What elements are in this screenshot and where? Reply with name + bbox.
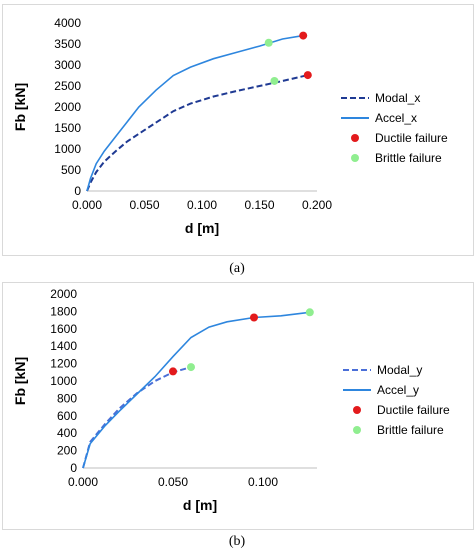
series-line xyxy=(82,366,192,469)
legend-label: Ductile failure xyxy=(375,131,448,145)
chart-b: 0 200 400 600 800 1000 1200 1400 1600 1800 2000 0.0… xyxy=(12,287,450,513)
chart-a: 0 500 1000 1500 2000 2500 3000 3500 4000 0.000 0.0… xyxy=(12,16,448,236)
y-tick-label: 800 xyxy=(57,391,77,405)
y-tick-label: 2000 xyxy=(50,287,77,301)
y-tick-label: 200 xyxy=(57,444,77,458)
y-tick-label: 400 xyxy=(57,426,77,440)
legend-label: Ductile failure xyxy=(377,403,450,417)
y-tick-label: 1000 xyxy=(54,142,81,156)
data-point xyxy=(250,313,258,322)
y-tick-label: 600 xyxy=(57,409,77,423)
y-tick-label: 3000 xyxy=(54,58,81,72)
legend-label: Brittle failure xyxy=(377,423,444,437)
data-point xyxy=(303,71,312,80)
y-tick-label: 1200 xyxy=(50,357,77,371)
y-tick-label: 500 xyxy=(61,163,81,177)
legend-label: Accel_y xyxy=(377,383,419,397)
x-tick-label: 0.000 xyxy=(68,475,98,489)
legend-marker xyxy=(351,154,359,162)
y-tick-label: 1400 xyxy=(50,339,77,353)
data-point xyxy=(305,308,314,317)
chart-panel-b: 0 200 400 600 800 1000 1200 1400 1600 1800 2000 0.0… xyxy=(2,282,474,530)
x-axis-title: d [m] xyxy=(183,497,217,513)
x-tick-label: 0.150 xyxy=(244,198,274,212)
x-tick-label: 0.050 xyxy=(158,475,188,489)
data-point xyxy=(187,363,195,372)
data-point xyxy=(264,38,273,47)
x-tick-label: 0.000 xyxy=(72,198,102,212)
legend-label: Brittle failure xyxy=(375,151,442,165)
y-tick-label: 1600 xyxy=(50,322,77,336)
legend-marker xyxy=(351,134,359,142)
y-axis-title: Fb [kN] xyxy=(12,83,28,131)
legend-marker xyxy=(353,406,361,414)
data-point xyxy=(169,367,177,376)
y-tick-label: 4000 xyxy=(54,16,81,30)
y-axis-title: Fb [kN] xyxy=(12,357,28,405)
series-line xyxy=(86,74,309,192)
x-tick-label: 0.200 xyxy=(302,198,332,212)
y-tick-label: 1500 xyxy=(54,121,81,135)
y-tick-label: 2500 xyxy=(54,79,81,93)
legend-marker xyxy=(353,426,361,434)
legend-label: Modal_x xyxy=(375,91,420,105)
y-tick-label: 2000 xyxy=(54,100,81,114)
data-point xyxy=(270,76,279,85)
chart-panel-a: 0 500 1000 1500 2000 2500 3000 3500 4000 0.000 0.0… xyxy=(2,4,474,256)
data-point xyxy=(299,31,308,40)
x-tick-label: 0.100 xyxy=(187,198,217,212)
y-tick-label: 1800 xyxy=(50,304,77,318)
y-tick-label: 0 xyxy=(74,184,81,198)
series-line xyxy=(86,34,304,192)
x-tick-label: 0.100 xyxy=(248,475,278,489)
y-tick-label: 0 xyxy=(70,461,77,475)
caption-b: (b) xyxy=(228,534,246,549)
x-axis-title: d [m] xyxy=(185,220,219,236)
caption-a: (a) xyxy=(229,261,245,276)
y-tick-label: 1000 xyxy=(50,374,77,388)
series-line xyxy=(82,311,310,469)
x-tick-label: 0.050 xyxy=(129,198,159,212)
legend-label: Accel_x xyxy=(375,111,417,125)
legend-label: Modal_y xyxy=(377,363,422,377)
y-tick-label: 3500 xyxy=(54,37,81,51)
